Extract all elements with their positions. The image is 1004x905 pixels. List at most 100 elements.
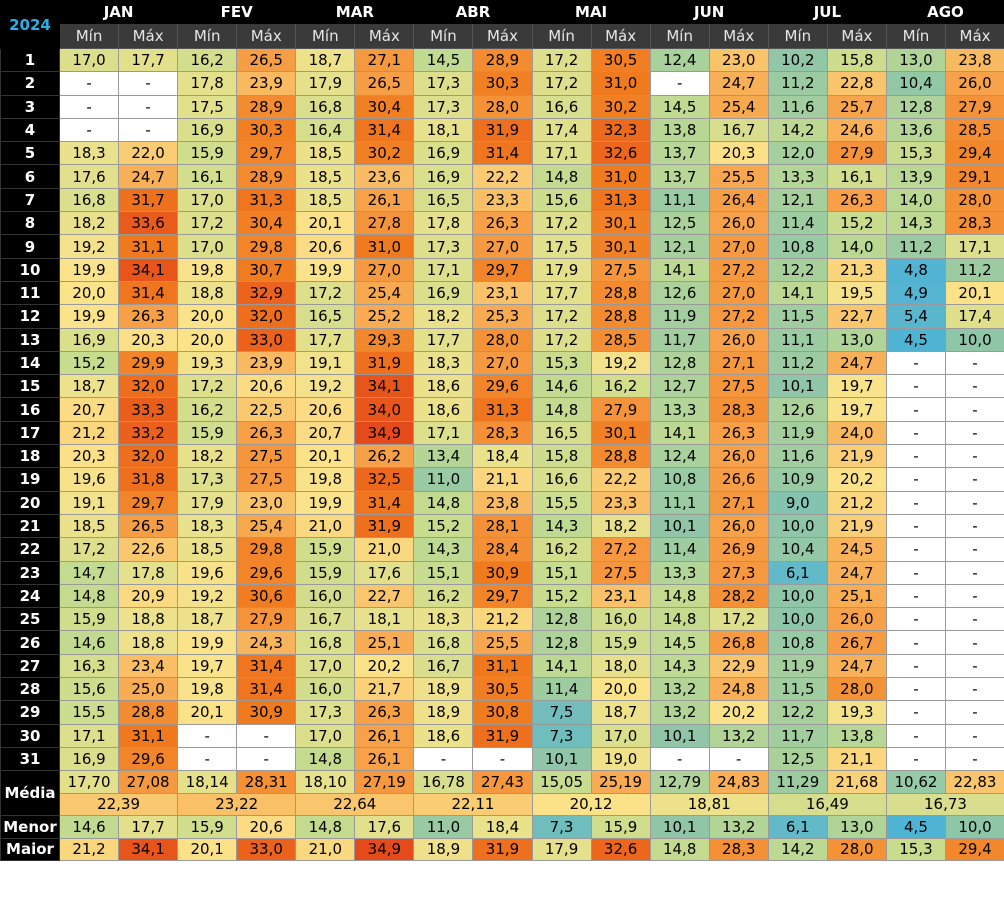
table-row: 24 14,8 20,9 19,2 30,6 16,0 22,7 16,2 29,7 15,2 23… — [0, 583, 1004, 609]
temp-cell: 27,5 — [708, 374, 769, 399]
temp-cell: - — [885, 723, 946, 748]
min-subheader: Mín — [413, 23, 474, 49]
menor-cell: 7,3 — [531, 815, 592, 839]
temp-cell: - — [58, 94, 120, 119]
temp-cell: 34,9 — [354, 420, 415, 446]
max-subheader: Máx — [944, 23, 1004, 49]
temp-cell: 18,2 — [177, 444, 238, 469]
temp-cell: 10,4 — [885, 71, 946, 96]
temp-cell: 17,2 — [708, 607, 769, 632]
min-subheader: Mín — [177, 23, 238, 49]
temp-cell: 30,9 — [236, 700, 297, 725]
day-number: 31 — [0, 746, 60, 772]
temp-cell: 26,3 — [708, 420, 769, 446]
temp-cell: 26,6 — [708, 467, 769, 492]
temp-cell: 23,1 — [472, 280, 533, 306]
temp-cell: 17,2 — [531, 211, 592, 236]
temp-cell: 14,1 — [767, 280, 828, 306]
temp-cell: 25,4 — [354, 280, 415, 306]
temp-cell: 18,7 — [590, 700, 651, 725]
day-number: 30 — [0, 723, 60, 748]
day-number: 29 — [0, 700, 60, 725]
temp-cell: 18,6 — [413, 397, 474, 422]
temp-cell: 21,2 — [58, 420, 120, 446]
temp-cell: 4,5 — [885, 327, 946, 352]
table-row: 29 15,5 28,8 20,1 30,9 17,3 26,3 18,9 30,8 7,5 18,… — [0, 700, 1004, 725]
temp-cell: 10,8 — [767, 234, 828, 259]
temp-cell: 17,4 — [531, 117, 592, 143]
temp-cell: 17,5 — [177, 94, 238, 119]
month-header-mar: MAR — [295, 0, 415, 24]
temp-cell: 18,8 — [118, 607, 179, 632]
temp-cell: 28,8 — [590, 444, 651, 469]
temp-cell: 17,9 — [295, 71, 356, 96]
temp-cell: 17,6 — [354, 560, 415, 585]
temp-cell: 14,2 — [767, 117, 828, 143]
day-number: 17 — [0, 420, 60, 446]
day-number: 5 — [0, 141, 60, 166]
temp-cell: - — [885, 397, 946, 422]
media-cell: 21,68 — [826, 770, 887, 794]
temp-cell: 10,4 — [767, 537, 828, 562]
temp-cell: 28,4 — [472, 537, 533, 562]
temp-cell: - — [944, 420, 1004, 446]
day-number: 18 — [0, 444, 60, 469]
temp-cell: 27,0 — [472, 234, 533, 259]
temp-cell: 31,3 — [590, 187, 651, 213]
temp-cell: 21,0 — [295, 513, 356, 539]
temp-cell: 30,5 — [590, 47, 651, 73]
temp-cell: 31,1 — [472, 653, 533, 679]
temp-cell: 17,8 — [118, 560, 179, 585]
temp-cell: 34,1 — [118, 257, 179, 282]
temp-cell: 16,8 — [295, 630, 356, 655]
temp-cell: 27,5 — [236, 467, 297, 492]
temp-cell: 18,1 — [413, 117, 474, 143]
menor-label: Menor — [0, 815, 60, 839]
temp-cell: 11,2 — [767, 350, 828, 376]
temp-cell: 17,2 — [295, 280, 356, 306]
temp-cell: - — [944, 350, 1004, 376]
table-row: 19 19,6 31,8 17,3 27,5 19,8 32,5 11,0 21,1 16,6 22… — [0, 467, 1004, 492]
temp-cell: 27,9 — [944, 94, 1004, 119]
temp-cell: - — [177, 746, 238, 772]
temp-cell: 31,1 — [118, 234, 179, 259]
temp-cell: 23,9 — [236, 350, 297, 376]
media-cell: 16,78 — [413, 770, 474, 794]
temp-cell: 12,2 — [767, 257, 828, 282]
day-number: 15 — [0, 374, 60, 399]
temp-cell: 15,8 — [826, 47, 887, 73]
temp-cell: 27,5 — [236, 444, 297, 469]
temp-cell: 20,1 — [295, 444, 356, 469]
media-label: Média — [0, 770, 60, 817]
temp-cell: 11,1 — [649, 187, 710, 213]
day-number: 11 — [0, 280, 60, 306]
temp-cell: 18,6 — [413, 723, 474, 748]
menor-cell: 15,9 — [590, 815, 651, 839]
temp-cell: 21,9 — [826, 513, 887, 539]
day-number: 25 — [0, 607, 60, 632]
temp-cell: 17,7 — [118, 47, 179, 73]
temp-cell: 32,6 — [590, 141, 651, 166]
temp-cell: 17,0 — [295, 653, 356, 679]
temp-cell: 13,8 — [826, 723, 887, 748]
temp-cell: 29,6 — [236, 560, 297, 585]
max-subheader: Máx — [590, 23, 651, 49]
temp-cell: 15,3 — [885, 141, 946, 166]
temp-cell: 17,4 — [944, 304, 1004, 329]
temp-cell: 20,3 — [118, 327, 179, 352]
temp-cell: 19,8 — [295, 467, 356, 492]
temp-cell: 17,2 — [58, 537, 120, 562]
maior-cell: 31,9 — [472, 837, 533, 862]
temp-cell: 16,2 — [177, 47, 238, 73]
temp-cell: 19,7 — [826, 374, 887, 399]
temp-cell: 18,3 — [413, 350, 474, 376]
temp-cell: - — [944, 560, 1004, 585]
temp-cell: 26,0 — [708, 327, 769, 352]
table-row: 16 20,7 33,3 16,2 22,5 20,6 34,0 18,6 31,3 14,8 27… — [0, 397, 1004, 422]
temp-cell: 17,3 — [413, 71, 474, 96]
temp-cell: - — [944, 653, 1004, 679]
temp-cell: 17,0 — [177, 187, 238, 213]
day-number: 10 — [0, 257, 60, 282]
temp-cell: 23,0 — [708, 47, 769, 73]
temp-cell: 22,7 — [826, 304, 887, 329]
